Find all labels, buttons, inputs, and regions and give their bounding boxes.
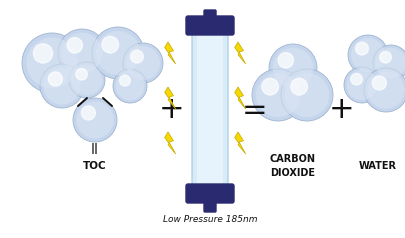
Polygon shape — [235, 87, 246, 109]
FancyBboxPatch shape — [204, 200, 216, 212]
Circle shape — [115, 72, 145, 100]
Circle shape — [252, 69, 304, 121]
Circle shape — [96, 31, 140, 75]
Circle shape — [72, 65, 102, 95]
Circle shape — [102, 36, 119, 53]
Circle shape — [348, 35, 388, 75]
Circle shape — [273, 48, 313, 88]
Circle shape — [69, 62, 105, 98]
Circle shape — [262, 78, 279, 95]
FancyBboxPatch shape — [192, 31, 228, 195]
Polygon shape — [165, 132, 176, 154]
Circle shape — [92, 27, 144, 79]
Text: Low Pressure 185nm: Low Pressure 185nm — [163, 215, 257, 224]
Circle shape — [344, 67, 380, 103]
Circle shape — [380, 51, 391, 63]
Circle shape — [26, 38, 77, 89]
Circle shape — [43, 67, 81, 105]
Circle shape — [376, 48, 405, 78]
Circle shape — [281, 69, 333, 121]
Circle shape — [351, 74, 362, 85]
FancyBboxPatch shape — [186, 184, 234, 203]
Circle shape — [356, 42, 369, 55]
Circle shape — [33, 44, 53, 63]
Circle shape — [81, 106, 96, 120]
Circle shape — [119, 75, 130, 86]
Circle shape — [113, 69, 147, 103]
Polygon shape — [165, 87, 176, 109]
Circle shape — [62, 33, 102, 73]
Circle shape — [73, 98, 117, 142]
Polygon shape — [235, 132, 246, 154]
Text: =: = — [242, 95, 268, 124]
Text: +: + — [329, 95, 355, 124]
Circle shape — [347, 70, 377, 100]
Circle shape — [48, 72, 62, 86]
Text: CARBON
DIOXIDE: CARBON DIOXIDE — [270, 154, 316, 178]
Circle shape — [22, 33, 82, 93]
Circle shape — [269, 44, 317, 92]
Circle shape — [58, 29, 106, 77]
Circle shape — [67, 38, 83, 53]
Polygon shape — [165, 42, 176, 64]
Text: WATER: WATER — [359, 161, 397, 171]
Circle shape — [367, 71, 405, 109]
Circle shape — [123, 43, 163, 83]
FancyBboxPatch shape — [204, 10, 216, 22]
Circle shape — [373, 45, 405, 81]
Circle shape — [351, 38, 385, 72]
Circle shape — [256, 73, 300, 117]
Circle shape — [364, 68, 405, 112]
Circle shape — [126, 46, 160, 80]
Text: TOC: TOC — [83, 161, 107, 171]
Text: ||: || — [91, 143, 99, 154]
Text: +: + — [159, 95, 185, 124]
FancyBboxPatch shape — [186, 16, 234, 35]
Circle shape — [278, 53, 294, 68]
Circle shape — [372, 76, 386, 90]
Circle shape — [40, 64, 84, 108]
FancyBboxPatch shape — [197, 34, 223, 192]
Circle shape — [291, 78, 307, 95]
Circle shape — [76, 101, 114, 139]
Circle shape — [76, 69, 87, 80]
Circle shape — [285, 73, 329, 117]
Circle shape — [130, 50, 143, 63]
Polygon shape — [235, 42, 246, 64]
